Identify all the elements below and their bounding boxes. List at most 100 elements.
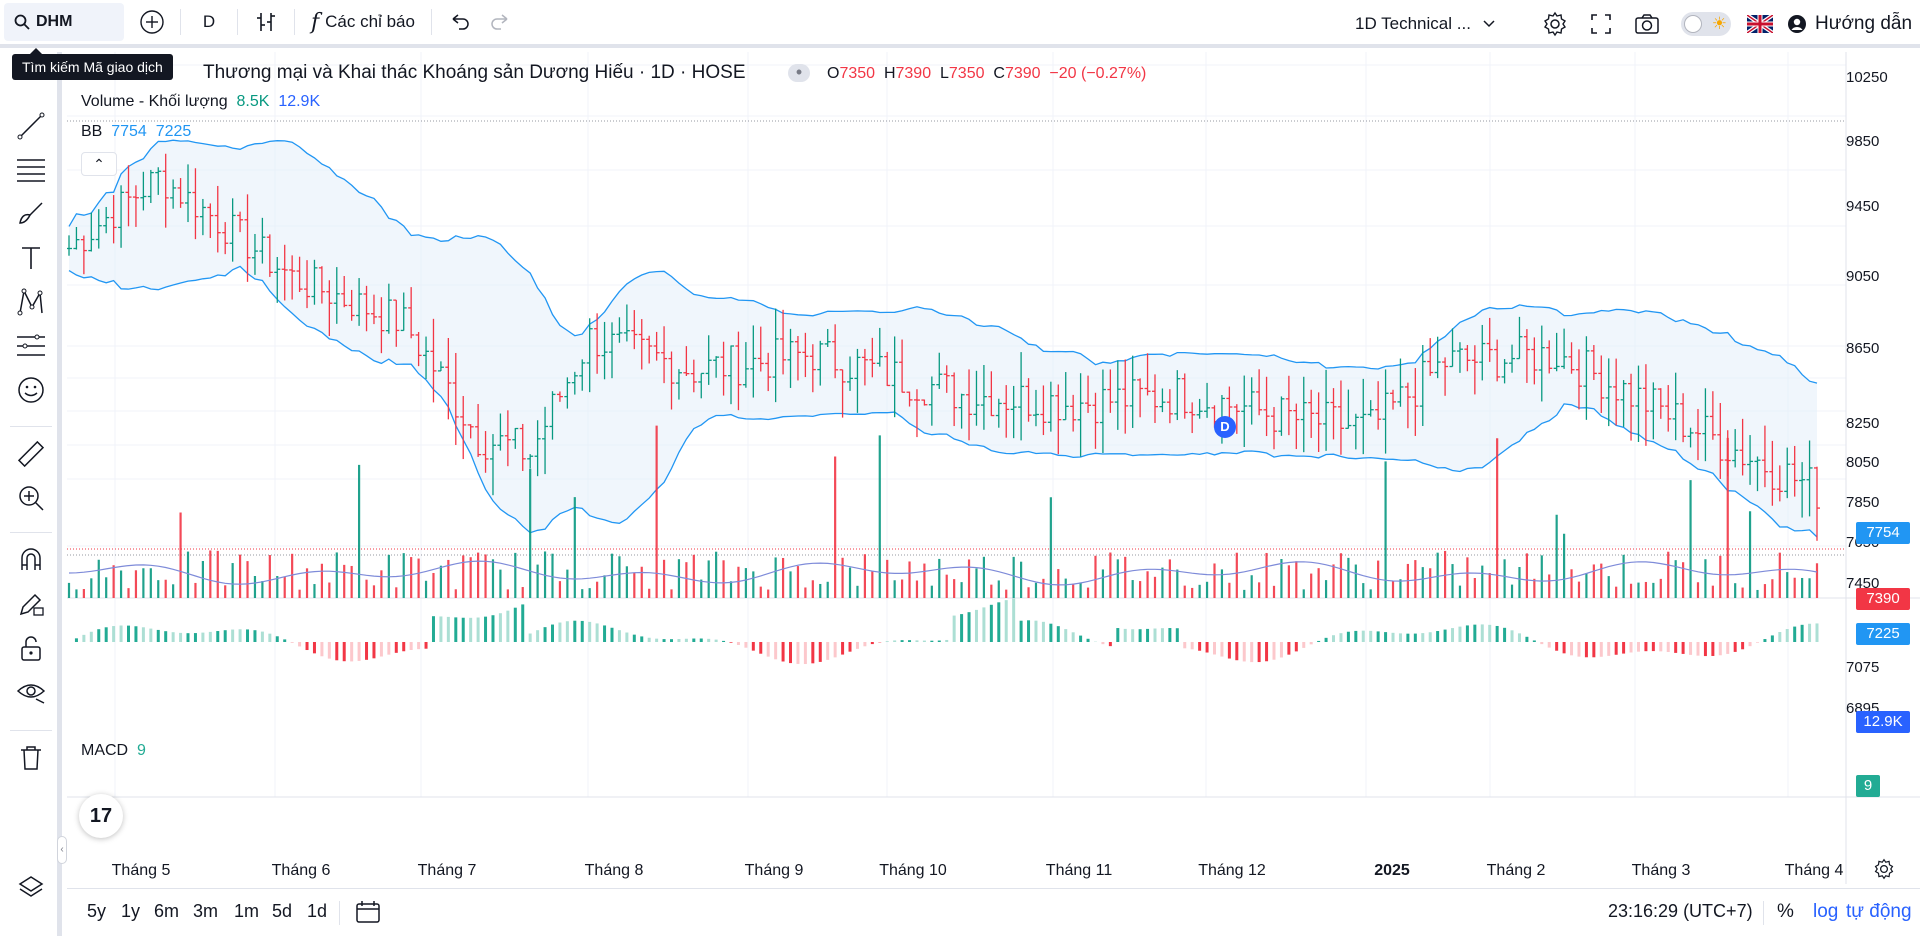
price-axis-label: 10250 — [1846, 69, 1888, 86]
collapse-legend-button[interactable]: ⌃ — [81, 152, 117, 176]
measure-tool[interactable] — [11, 436, 51, 472]
price-axis-label: 8650 — [1846, 340, 1880, 357]
high-label: H — [883, 65, 896, 82]
price-axis-label: 8250 — [1846, 415, 1880, 432]
bb-lower-value: 7225 — [155, 123, 192, 140]
screenshot-button[interactable] — [1627, 5, 1667, 43]
price-chart-svg — [67, 52, 1920, 884]
bollinger-lower-line — [68, 265, 1818, 538]
low-label: L — [939, 65, 949, 82]
symbol-search-tooltip: Tìm kiếm Mã giao dịch — [12, 48, 173, 80]
tradingview-logo[interactable]: 17 — [79, 794, 123, 838]
chart-area[interactable]: Thương mại và Khai thác Khoáng sản Dương… — [67, 52, 1920, 884]
fib-tool[interactable] — [11, 152, 51, 188]
dividend-marker[interactable]: D — [1214, 416, 1236, 438]
layout-select[interactable]: 1D Technical ... — [1355, 5, 1495, 43]
last-price-badge: 7390 — [1856, 588, 1910, 610]
hide-drawings-tool[interactable] — [11, 674, 51, 710]
bollinger-legend[interactable]: BB 7754 7225 — [81, 123, 191, 141]
pattern-tool[interactable] — [11, 284, 51, 320]
volume-value: 8.5K — [236, 93, 270, 110]
price-axis-label: 7450 — [1846, 575, 1880, 592]
bar-chart-type-icon — [257, 13, 275, 31]
range-1d-button[interactable]: 1d — [307, 901, 328, 921]
close-label: C — [993, 65, 1005, 82]
price-axis-label: 6895 — [1846, 700, 1880, 713]
indicators-button[interactable]: f Các chỉ báo — [303, 3, 423, 41]
volume-label: Volume - Khối lượng — [81, 93, 228, 110]
gear-icon — [1544, 11, 1566, 37]
ruler-icon — [17, 440, 45, 468]
indicators-label: Các chỉ báo — [325, 12, 415, 31]
time-axis-label: Tháng 9 — [744, 862, 804, 879]
range-5d-button[interactable]: 5d — [272, 901, 293, 921]
bottom-toolbar: 5y 1y 6m 3m 1m 5d 1d 23:16:29 (UTC+7) % … — [67, 888, 1920, 936]
macd-badge: 9 — [1856, 775, 1880, 797]
remove-drawings-tool[interactable] — [11, 740, 51, 776]
time-axis-label: Tháng 12 — [1198, 862, 1266, 879]
drawing-mode-tool[interactable] — [11, 586, 51, 622]
lock-drawings-tool[interactable] — [11, 630, 51, 666]
collapse-toolbar-handle[interactable]: ‹ — [57, 836, 67, 864]
prediction-tool[interactable] — [11, 328, 51, 364]
price-axis-label: 9850 — [1846, 133, 1880, 150]
user-icon — [1788, 15, 1806, 33]
language-flag-icon[interactable] — [1747, 15, 1773, 33]
emoji-tool[interactable] — [11, 372, 51, 408]
time-axis-label: Tháng 6 — [271, 862, 331, 879]
go-to-date-button[interactable] — [354, 899, 382, 930]
range-1m-button[interactable]: 1m — [234, 901, 260, 921]
trash-icon — [21, 746, 41, 770]
log-scale-button[interactable]: log — [1813, 901, 1839, 922]
auto-scale-button[interactable]: tự động — [1846, 901, 1912, 922]
fullscreen-button[interactable] — [1581, 5, 1621, 43]
gear-icon — [1874, 858, 1894, 880]
time-axis-label: Tháng 10 — [879, 862, 947, 879]
undo-button[interactable] — [440, 3, 480, 41]
interval-button[interactable]: D — [202, 12, 216, 31]
toolbar-divider — [10, 532, 52, 533]
volume-legend[interactable]: Volume - Khối lượng 8.5K 12.9K — [81, 93, 320, 111]
compare-symbol-button[interactable] — [132, 3, 172, 41]
bb-upper-badge: 7754 — [1856, 522, 1910, 544]
macd-label: MACD — [81, 742, 129, 759]
range-3m-button[interactable]: 3m — [193, 901, 219, 921]
volume-ma-badge: 12.9K — [1856, 711, 1910, 733]
trend-line-tool[interactable] — [11, 108, 51, 144]
range-5y-button[interactable]: 5y — [87, 901, 107, 921]
toggle-knob — [1684, 15, 1702, 33]
symbol-search-button[interactable]: DHM — [4, 3, 124, 41]
symbol-title: Thương mại và Khai thác Khoáng sản Dương… — [203, 62, 746, 83]
toolbar-divider — [180, 9, 181, 35]
drawing-toolbar — [0, 52, 62, 936]
help-label: Hướng dẫn — [1815, 13, 1913, 34]
time-axis-label: Tháng 7 — [417, 862, 477, 879]
object-tree-tool[interactable] — [11, 870, 51, 906]
range-1y-button[interactable]: 1y — [121, 901, 141, 921]
low-value: 7350 — [948, 65, 985, 82]
redo-button[interactable] — [480, 3, 520, 41]
time-axis-settings-button[interactable] — [1873, 858, 1895, 885]
settings-button[interactable] — [1535, 5, 1575, 43]
volume-ma-value: 12.9K — [278, 93, 321, 110]
macd-legend[interactable]: MACD 9 — [81, 742, 146, 760]
clock-timezone[interactable]: 23:16:29 (UTC+7) — [1608, 901, 1753, 921]
undo-icon — [452, 14, 469, 30]
range-6m-button[interactable]: 6m — [154, 901, 180, 921]
high-value: 7390 — [895, 65, 932, 82]
symbol-text: DHM — [36, 13, 73, 30]
market-status-icon[interactable]: • — [788, 63, 810, 82]
right-toolbar: ☀ Hướng dẫn — [1535, 5, 1912, 43]
time-axis-label: Tháng 8 — [584, 862, 644, 879]
magnet-tool[interactable] — [11, 542, 51, 578]
text-tool[interactable] — [11, 240, 51, 276]
time-axis-label: 2025 — [1374, 862, 1410, 879]
chart-type-button[interactable] — [246, 3, 286, 41]
toolbar-divider — [10, 730, 52, 731]
zoom-tool[interactable] — [11, 480, 51, 516]
percent-scale-button[interactable]: % — [1777, 901, 1794, 922]
theme-toggle[interactable]: ☀ — [1681, 12, 1731, 36]
help-button[interactable]: Hướng dẫn — [1779, 5, 1912, 43]
calendar-icon — [356, 901, 380, 923]
brush-tool[interactable] — [11, 196, 51, 232]
